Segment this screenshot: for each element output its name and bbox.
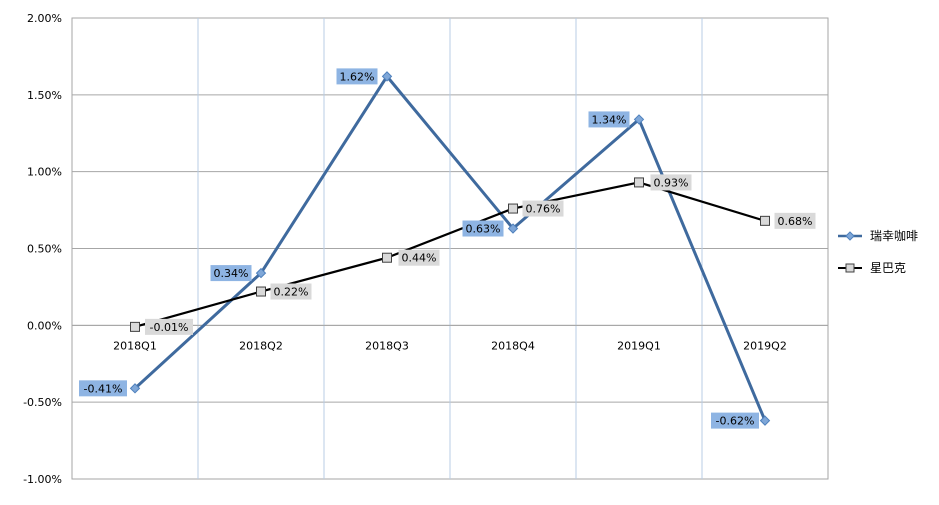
series-2-point xyxy=(130,321,140,332)
series-1-point xyxy=(381,71,393,82)
series-1-point xyxy=(129,383,141,394)
y-tick-label: 0.00% xyxy=(27,319,62,332)
data-label: 0.22% xyxy=(274,286,309,299)
data-label: -0.62% xyxy=(716,415,755,428)
y-tick-label: 1.00% xyxy=(27,166,62,179)
data-label-bg xyxy=(210,265,252,282)
legend-marker xyxy=(845,231,855,241)
series-1-point xyxy=(255,267,267,279)
data-label-bg xyxy=(145,318,193,335)
legend-box xyxy=(830,220,938,284)
series-2-point xyxy=(634,177,644,188)
series-2-point xyxy=(508,203,518,214)
data-label: 0.63% xyxy=(466,223,501,236)
y-tick-label: 1.50% xyxy=(27,89,62,102)
x-tick-label: 2018Q1 xyxy=(113,339,157,352)
data-label: 0.68% xyxy=(778,215,813,228)
data-label: -0.41% xyxy=(84,382,123,395)
x-tick-label: 2019Q1 xyxy=(617,339,661,352)
data-label-bg xyxy=(270,283,312,300)
data-label: 1.34% xyxy=(592,113,627,126)
data-label-bg xyxy=(336,68,378,85)
data-label: 0.93% xyxy=(654,176,689,189)
data-label-layer: -0.41% 0.34% 1.62% 0.63% 1.34% -0.62% -0.01% 0.… xyxy=(79,68,816,429)
data-label: 0.76% xyxy=(526,203,561,216)
legend-label: 瑞幸咖啡 xyxy=(870,228,918,243)
series-2-point xyxy=(382,252,392,263)
series-line-1 xyxy=(133,74,767,422)
data-label: 1.62% xyxy=(340,70,375,83)
data-label-bg xyxy=(711,412,759,429)
axis-layer: 2.00% 1.50% 1.00% 0.50% 0.00% -0.50% -1.00% 201… xyxy=(23,12,828,486)
data-label-bg xyxy=(79,380,127,397)
data-label-bg xyxy=(462,220,504,237)
x-tick-label: 2018Q2 xyxy=(239,339,283,352)
y-tick-label: -1.00% xyxy=(23,473,62,486)
series-1-point xyxy=(633,114,645,125)
grid-layer xyxy=(71,17,829,480)
data-label-bg xyxy=(650,174,692,191)
y-tick-label: 0.50% xyxy=(27,243,62,256)
x-tick-label: 2018Q3 xyxy=(365,339,409,352)
data-label: -0.01% xyxy=(150,321,189,334)
legend-label: 星巴克 xyxy=(870,261,906,275)
series-2-point xyxy=(760,215,770,226)
data-label: 0.34% xyxy=(214,267,249,280)
data-label-bg xyxy=(774,212,816,229)
data-label-bg xyxy=(522,200,564,217)
series-2-point xyxy=(256,286,266,297)
data-label: 0.44% xyxy=(402,252,437,265)
x-tick-label: 2018Q4 xyxy=(491,339,535,352)
legend-marker xyxy=(845,263,855,273)
data-label-bg xyxy=(398,249,440,266)
series-1-point xyxy=(759,415,771,426)
data-label-bg xyxy=(588,111,630,128)
x-tick-label: 2019Q2 xyxy=(743,339,787,352)
series-1-point xyxy=(507,223,519,234)
y-tick-label: 2.00% xyxy=(27,12,62,25)
y-tick-label: -0.50% xyxy=(23,396,62,409)
